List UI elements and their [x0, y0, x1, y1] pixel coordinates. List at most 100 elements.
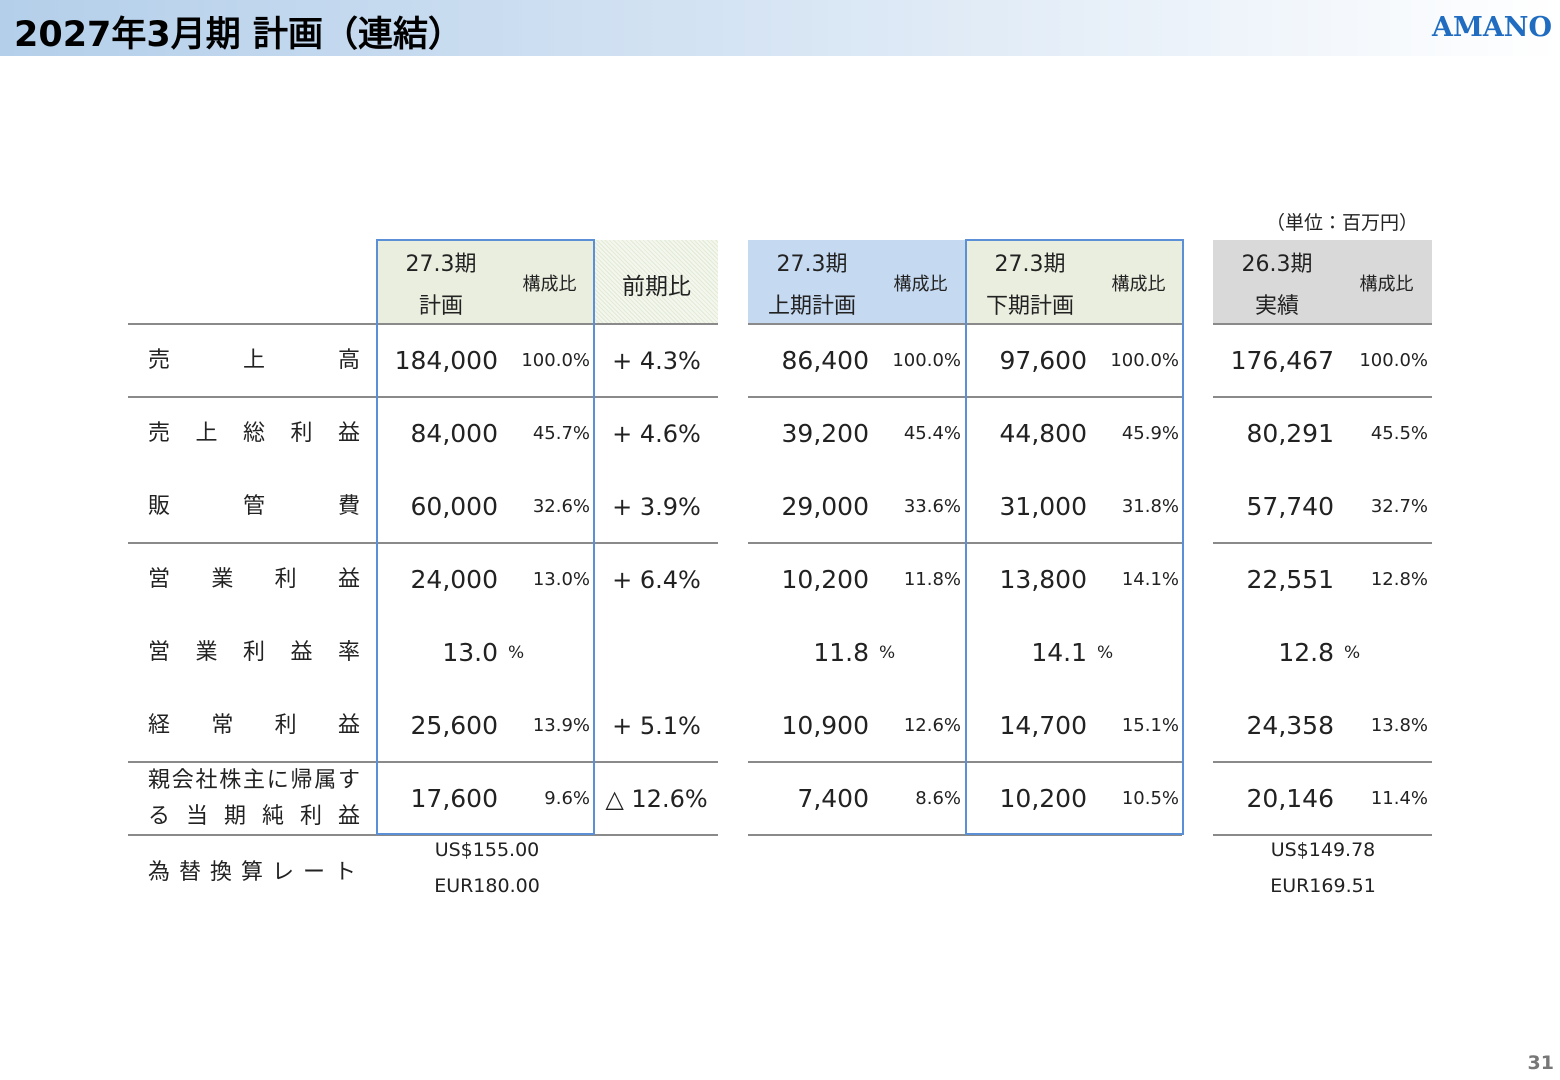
header-cell [595, 240, 718, 324]
cell-ratio: 13.0% [532, 569, 590, 590]
header-period: 26.3期 [1241, 252, 1313, 277]
cell-ratio: 9.6% [544, 788, 590, 809]
rule [128, 396, 718, 398]
logo: AMANO [1432, 12, 1552, 43]
fx-rate: US$149.78 [1270, 839, 1376, 861]
cell-value: 80,291 [1246, 419, 1334, 448]
rule [1213, 396, 1432, 398]
cell-ratio: 13.9% [532, 715, 590, 736]
fx-rate: US$155.00 [434, 839, 540, 861]
header-cell [1213, 240, 1432, 324]
cell-value: 97,600 [999, 346, 1087, 375]
cell-ratio: 100.0% [892, 350, 961, 371]
cell-ratio: 11.4% [1370, 788, 1428, 809]
header-cell [377, 240, 594, 324]
cell-ratio: 12.8% [1370, 569, 1428, 590]
cell-value: 176,467 [1230, 346, 1334, 375]
cell-value: 44,800 [999, 419, 1087, 448]
cell-yoy: △ 12.6% [605, 784, 708, 813]
row-label: 親会社株主に帰属する当期純利益 [148, 767, 360, 829]
cell-ratio: 10.5% [1121, 788, 1179, 809]
rule [1213, 834, 1432, 836]
rule [128, 323, 718, 325]
unit-note: （単位：百万円） [1265, 212, 1418, 234]
cell-value: 39,200 [781, 419, 869, 448]
cell-value: 13,800 [999, 565, 1087, 594]
cell-ratio: 100.0% [521, 350, 590, 371]
cell-ratio: 45.4% [903, 423, 961, 444]
cell-ratio: 32.6% [532, 496, 590, 517]
cell-unit: % [1097, 642, 1114, 663]
header-ratio: 構成比 [1111, 274, 1166, 295]
cell-ratio: 100.0% [1110, 350, 1179, 371]
cell-value: 17,600 [410, 784, 498, 813]
rule [128, 542, 718, 544]
cell-ratio: 31.8% [1121, 496, 1179, 517]
row-label: 経常利益 [148, 712, 360, 738]
cell-ratio: 12.6% [903, 715, 961, 736]
header-name: 計画 [418, 294, 463, 319]
row-label-box: 親会社株主に帰属する当期純利益 [148, 762, 360, 835]
header-name: 実績 [1254, 294, 1299, 319]
rule [1213, 323, 1432, 325]
row-label-box: 販管費 [148, 470, 360, 543]
header-ratio: 構成比 [522, 274, 577, 295]
row-label-box: 売上高 [148, 324, 360, 397]
cell-ratio: 45.7% [532, 423, 590, 444]
cell-value: 7,400 [797, 784, 869, 813]
header-ratio: 構成比 [893, 274, 948, 295]
cell-value: 25,600 [410, 711, 498, 740]
header-period: 27.3期 [405, 252, 477, 277]
cell-unit: % [879, 642, 896, 663]
cell-ratio: 14.1% [1121, 569, 1179, 590]
title-bar [0, 0, 1560, 56]
cell-ratio: 33.6% [903, 496, 961, 517]
row-label-box: 営業利益率 [148, 616, 360, 689]
cell-yoy: + 4.6% [612, 419, 701, 448]
cell-ratio: 45.9% [1121, 423, 1179, 444]
row-label-box: 経常利益 [148, 689, 360, 762]
cell-unit: % [1344, 642, 1361, 663]
cell-value: 24,000 [410, 565, 498, 594]
cell-ratio: 45.5% [1370, 423, 1428, 444]
cell-yoy: + 4.3% [612, 346, 701, 375]
fx-rate: EUR180.00 [434, 875, 540, 897]
highlight-box [376, 239, 595, 835]
cell-ratio: 100.0% [1359, 350, 1428, 371]
header-name: 上期計画 [767, 294, 856, 319]
cell-value: 20,146 [1246, 784, 1334, 813]
header-name: 前期比 [622, 274, 691, 300]
cell-value: 22,551 [1246, 565, 1334, 594]
rule [1213, 761, 1432, 763]
cell-value: 13.0 [442, 638, 498, 667]
cell-unit: % [508, 642, 525, 663]
fx-rate: EUR169.51 [1270, 875, 1376, 897]
cell-ratio: 13.8% [1370, 715, 1428, 736]
header-cell [966, 240, 1183, 324]
cell-value: 86,400 [781, 346, 869, 375]
cell-ratio: 8.6% [915, 788, 961, 809]
cell-ratio: 11.8% [903, 569, 961, 590]
cell-yoy: + 6.4% [612, 565, 701, 594]
header-cell [748, 240, 965, 324]
cell-value: 31,000 [999, 492, 1087, 521]
page-number: 31 [1527, 1052, 1554, 1074]
cell-value: 57,740 [1246, 492, 1334, 521]
header-ratio: 構成比 [1359, 274, 1414, 295]
cell-value: 24,358 [1246, 711, 1334, 740]
cell-ratio: 32.7% [1370, 496, 1428, 517]
row-label: 営業利益 [148, 566, 360, 592]
cell-yoy: + 5.1% [612, 711, 701, 740]
row-label: 営業利益率 [148, 639, 360, 665]
cell-value: 12.8 [1278, 638, 1334, 667]
cell-value: 10,200 [999, 784, 1087, 813]
cell-value: 14,700 [999, 711, 1087, 740]
highlight-box [965, 239, 1184, 835]
row-label-box: 営業利益 [148, 543, 360, 616]
cell-ratio: 15.1% [1121, 715, 1179, 736]
row-label-box: 売上総利益 [148, 397, 360, 470]
row-label: 販管費 [148, 493, 360, 519]
row-label: 売上高 [148, 347, 360, 373]
header-name: 下期計画 [985, 294, 1074, 319]
